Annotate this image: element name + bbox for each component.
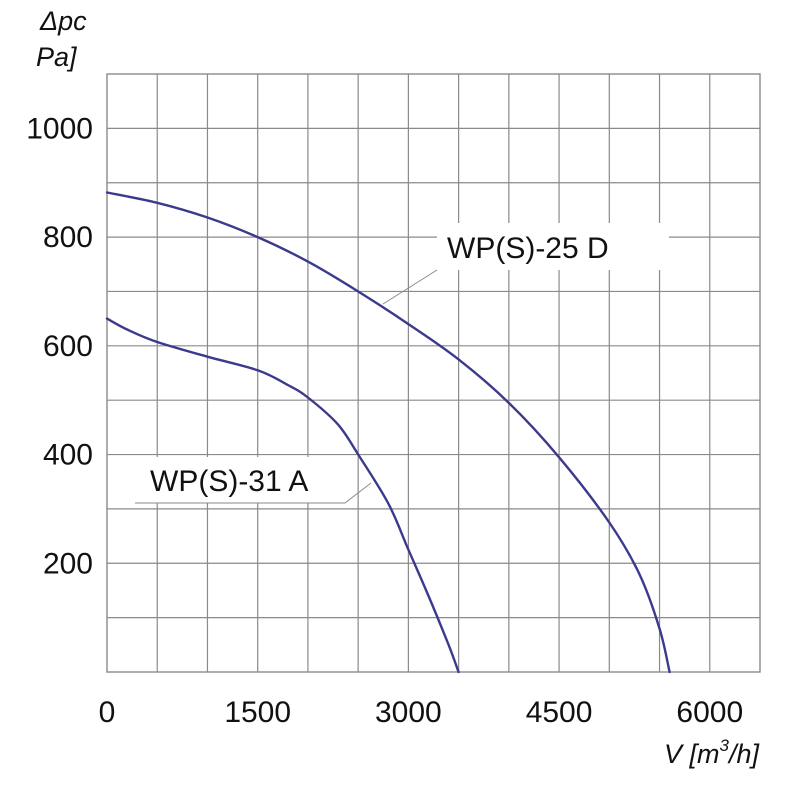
x-axis-label-suffix: /h] [727, 739, 761, 769]
y-tick-labels: 200 400 600 800 1000 [26, 112, 93, 580]
y-axis-label-line2: Pa] [36, 42, 78, 72]
series-annotations: WP(S)-25 D WP(S)-31 A [135, 223, 669, 504]
series-label-background [135, 457, 345, 503]
x-tick-label: 0 [99, 696, 116, 729]
series-label-1: WP(S)-25 D [447, 232, 609, 265]
series-curves [105, 191, 671, 674]
x-tick-label: 3000 [375, 696, 442, 729]
y-tick-label: 600 [43, 330, 93, 363]
series-label-leader [382, 269, 438, 305]
series-label-background [437, 223, 669, 270]
y-tick-label: 400 [43, 439, 93, 472]
x-axis-label-prefix: V [m [664, 739, 720, 769]
x-axis-label: V [m3/h] [664, 736, 761, 769]
x-tick-label: 6000 [676, 696, 743, 729]
series-line-1 [105, 191, 671, 674]
y-tick-label: 1000 [26, 112, 93, 145]
series-label-2: WP(S)-31 A [150, 465, 308, 498]
series-line-2 [105, 317, 460, 674]
y-tick-label: 800 [43, 221, 93, 254]
grid [107, 74, 760, 672]
y-axis-label-line1: Δpc [39, 6, 87, 36]
x-tick-label: 4500 [526, 696, 593, 729]
series-label-leader [135, 482, 372, 504]
x-tick-label: 1500 [224, 696, 291, 729]
x-axis-label-superscript: 3 [720, 736, 730, 755]
x-tick-labels: 0 1500 3000 4500 6000 [99, 696, 743, 729]
plot-frame [106, 73, 761, 673]
y-tick-label: 200 [43, 547, 93, 580]
